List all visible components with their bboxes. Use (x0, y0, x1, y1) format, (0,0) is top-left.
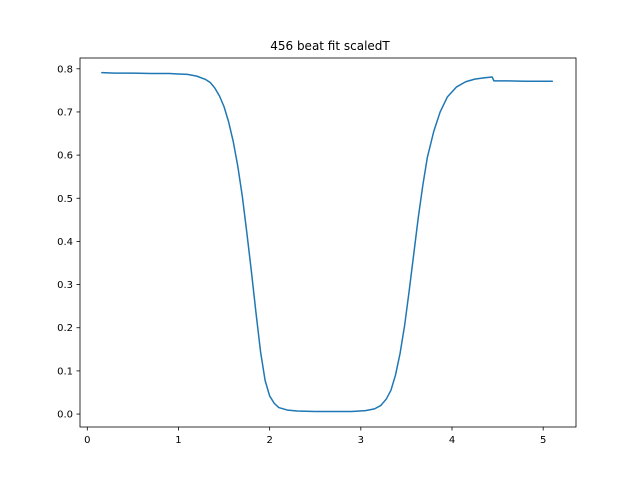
y-tick-label: 0.4 (57, 237, 73, 248)
y-tick-label: 0.2 (57, 323, 73, 334)
y-tick-label: 0.0 (57, 410, 73, 421)
y-tick-label: 0.5 (57, 194, 73, 205)
y-tick-label: 0.7 (57, 107, 73, 118)
series-line-0 (101, 71, 554, 413)
x-tick-label: 5 (540, 435, 546, 446)
axes-layer: 0 1 2 3 4 5 0.0 0.1 0.2 0.3 0.4 0.5 0.6 0.7 0.8 (57, 57, 577, 446)
y-tick-label: 0.8 (57, 64, 73, 75)
chart-title: 456 beat fit scaledT (270, 39, 390, 53)
x-tick-label: 2 (266, 435, 272, 446)
y-tick-label: 0.1 (57, 366, 73, 377)
plot-area (80, 58, 576, 427)
x-tick-label: 4 (449, 435, 455, 446)
y-tick-label: 0.3 (57, 280, 73, 291)
axes-frame (79, 57, 577, 428)
data-layer (101, 71, 554, 413)
x-tick-label: 1 (175, 435, 181, 446)
x-tick-label: 3 (358, 435, 364, 446)
y-tick-label: 0.6 (57, 151, 73, 162)
x-tick-label: 0 (84, 435, 90, 446)
